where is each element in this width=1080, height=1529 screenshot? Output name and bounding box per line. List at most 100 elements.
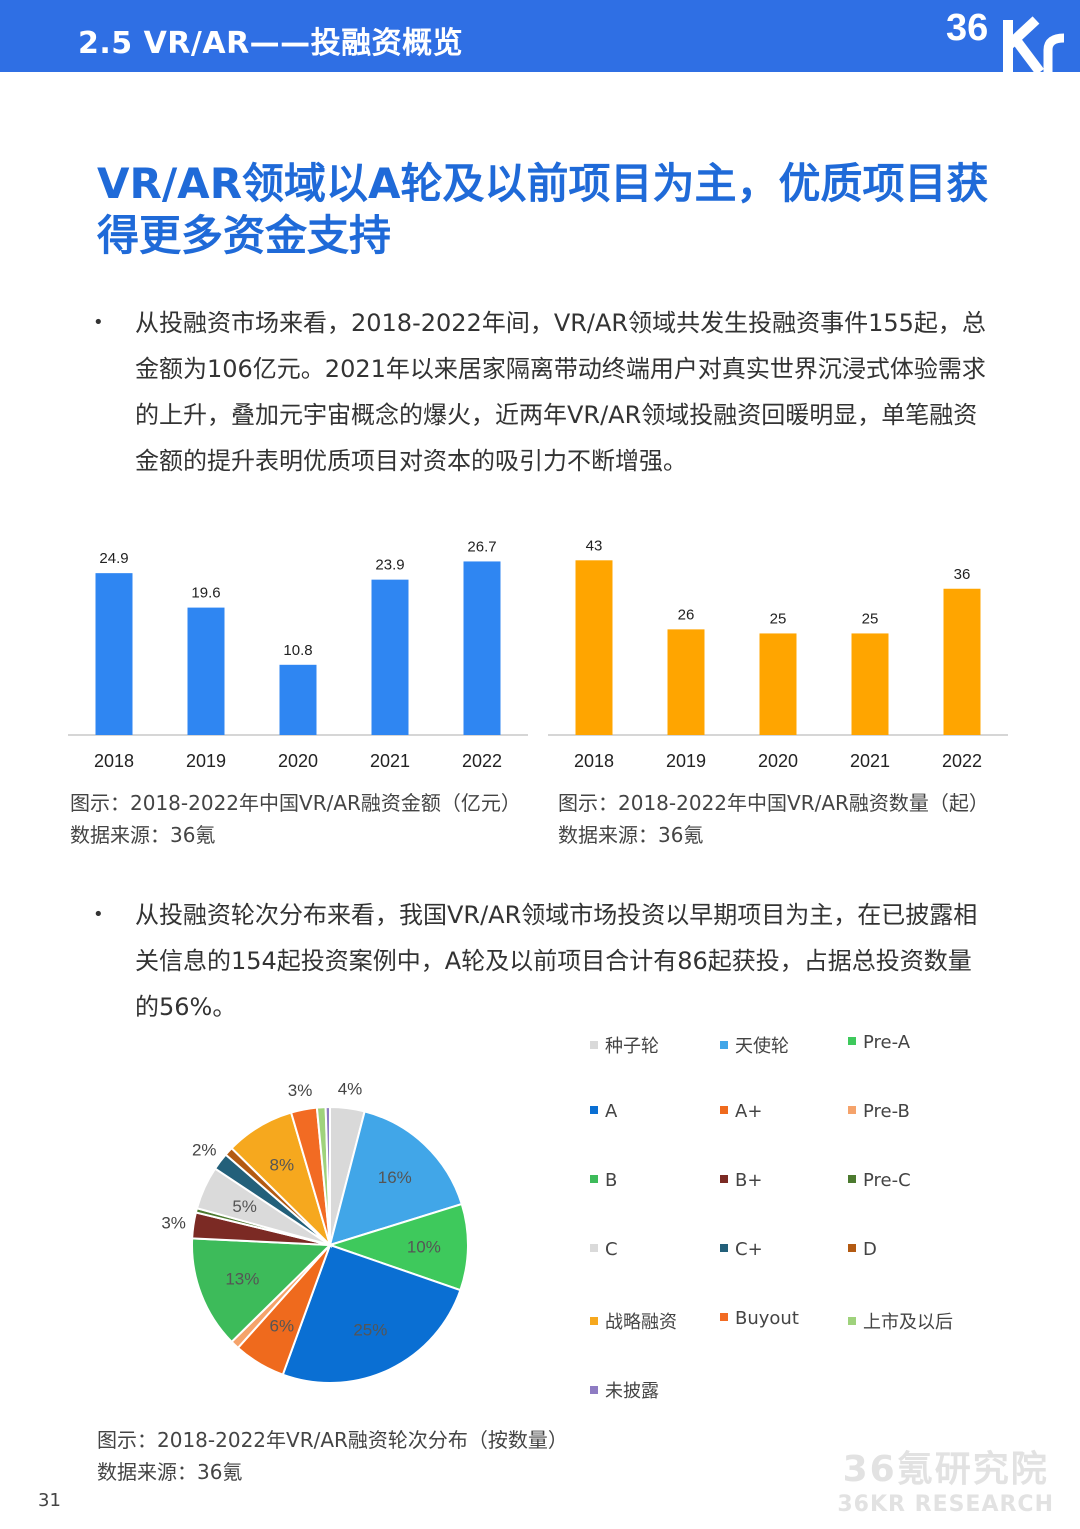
- amount-chart-caption: 图示：2018-2022年中国VR/AR融资金额（亿元） 数据来源：36氪: [70, 787, 521, 851]
- legend-label: 未披露: [605, 1381, 659, 1402]
- count-tick-label-2021: 2021: [850, 751, 890, 771]
- count-chart-title: 图示：2018-2022年中国VR/AR融资数量（起）: [558, 791, 989, 815]
- rounds-chart-caption: 图示：2018-2022年VR/AR融资轮次分布（按数量） 数据来源：36氪: [97, 1424, 568, 1488]
- legend-item-0: 种子轮: [590, 1032, 659, 1058]
- legend-item-15: 未披露: [590, 1377, 659, 1403]
- pie-label-6: 13%: [225, 1269, 259, 1288]
- count-tick-label-2019: 2019: [666, 751, 706, 771]
- amount-chart-source: 数据来源：36氪: [70, 823, 216, 847]
- pie-label-0: 4%: [338, 1079, 363, 1098]
- legend-item-12: 战略融资: [590, 1308, 677, 1334]
- bullet-text-2: 从投融资轮次分布来看，我国VR/AR领域市场投资以早期项目为主，在已披露相关信息…: [135, 901, 978, 1021]
- pie-slice-2: [326, 1202, 469, 1292]
- legend-swatch-icon: [720, 1175, 728, 1183]
- rounds-pie-chart: 4% 16% 10% 25% 6% 13% 3% 5% 2% 8% 3%: [161, 1079, 469, 1384]
- legend-swatch-icon: [848, 1244, 856, 1252]
- amount-chart-title: 图示：2018-2022年中国VR/AR融资金额（亿元）: [70, 791, 521, 815]
- bullet-dot-icon: •: [93, 904, 104, 925]
- pie-label-1: 16%: [378, 1168, 412, 1187]
- legend-label: 战略融资: [605, 1312, 677, 1333]
- legend-label: 上市及以后: [863, 1312, 953, 1333]
- watermark: 36氪研究院 36KR RESEARCH: [837, 1440, 1054, 1517]
- legend-swatch-icon: [590, 1041, 598, 1049]
- count-chart-caption: 图示：2018-2022年中国VR/AR融资数量（起） 数据来源：36氪: [558, 787, 989, 851]
- count-data-label-2020: 25: [770, 610, 787, 627]
- count-bar-2020: [759, 633, 797, 735]
- legend-swatch-icon: [848, 1106, 856, 1114]
- amount-data-label-2022: 26.7: [467, 538, 496, 555]
- legend-swatch-icon: [590, 1175, 598, 1183]
- legend-swatch-icon: [590, 1317, 598, 1325]
- amount-tick-label-2019: 2019: [186, 751, 226, 771]
- amount-tick-label-2021: 2021: [370, 751, 410, 771]
- legend-swatch-icon: [720, 1313, 728, 1321]
- legend-label: Buyout: [735, 1308, 799, 1329]
- amount-bar-2021: [371, 579, 409, 735]
- header-bar: 2.5 VR/AR——投融资概览 36: [0, 0, 1080, 72]
- legend-swatch-icon: [848, 1317, 856, 1325]
- legend-item-8: Pre-C: [848, 1170, 911, 1191]
- legend-label: C: [605, 1239, 618, 1260]
- legend-item-7: B+: [720, 1170, 762, 1191]
- legend-item-1: 天使轮: [720, 1032, 789, 1058]
- legend-label: A+: [735, 1101, 763, 1122]
- count-bar-2018: [575, 560, 613, 735]
- legend-item-10: C+: [720, 1239, 763, 1260]
- count-data-label-2018: 43: [586, 537, 603, 554]
- rounds-chart-title: 图示：2018-2022年VR/AR融资轮次分布（按数量）: [97, 1428, 568, 1452]
- amount-tick-label-2022: 2022: [462, 751, 502, 771]
- legend-swatch-icon: [590, 1106, 598, 1114]
- pie-slice-1: [328, 1110, 464, 1247]
- pie-label-4: 6%: [270, 1317, 295, 1336]
- legend-item-5: Pre-B: [848, 1101, 910, 1122]
- legend-label: Pre-C: [863, 1170, 911, 1191]
- svg-text:36: 36: [946, 7, 988, 49]
- pie-label-13: 3%: [288, 1081, 313, 1100]
- amount-tick-label-2018: 2018: [94, 751, 134, 771]
- amount-data-label-2019: 19.6: [191, 585, 220, 602]
- legend-label: B+: [735, 1170, 763, 1191]
- bullet-text-1: 从投融资市场来看，2018-2022年间，VR/AR领域共发生投融资事件155起…: [135, 309, 986, 475]
- page-headline: VR/AR领域以A轮及以前项目为主，优质项目获得更多资金支持: [97, 159, 989, 260]
- count-tick-label-2020: 2020: [758, 751, 798, 771]
- pie-label-10: 2%: [192, 1140, 217, 1159]
- watermark-line-2: 36KR RESEARCH: [837, 1492, 1054, 1517]
- legend-item-14: 上市及以后: [848, 1308, 953, 1334]
- amount-bar-2019: [187, 607, 225, 735]
- bullet-dot-icon: •: [93, 312, 104, 333]
- legend-swatch-icon: [590, 1244, 598, 1252]
- legend-item-6: B: [590, 1170, 617, 1191]
- amount-data-label-2018: 24.9: [99, 550, 128, 567]
- pie-label-2: 10%: [407, 1237, 441, 1256]
- legend-item-4: A+: [720, 1101, 762, 1122]
- count-tick-label-2018: 2018: [574, 751, 614, 771]
- legend-swatch-icon: [590, 1386, 598, 1394]
- legend-swatch-icon: [720, 1041, 728, 1049]
- amount-bar-2020: [279, 664, 317, 735]
- count-bar-chart: 43 2018 26 2019 25 2020 25 2021 36 2022: [548, 537, 1008, 771]
- 36kr-logo-icon: 36: [946, 7, 1065, 72]
- legend-item-9: C: [590, 1239, 618, 1260]
- legend-swatch-icon: [848, 1175, 856, 1183]
- amount-data-label-2021: 23.9: [375, 557, 404, 574]
- count-data-label-2022: 36: [954, 566, 971, 583]
- legend-swatch-icon: [848, 1037, 856, 1045]
- legend-label: Pre-B: [863, 1101, 910, 1122]
- count-data-label-2021: 25: [862, 610, 879, 627]
- legend-item-3: A: [590, 1101, 617, 1122]
- amount-bar-2022: [463, 561, 501, 735]
- legend-item-2: Pre-A: [848, 1032, 910, 1053]
- legend-swatch-icon: [720, 1244, 728, 1252]
- pie-label-9: 5%: [232, 1197, 257, 1216]
- pie-label-3: 25%: [353, 1321, 387, 1340]
- amount-bar-2018: [95, 573, 133, 735]
- legend-label: 种子轮: [605, 1036, 659, 1057]
- legend-label: B: [605, 1170, 618, 1191]
- legend-label: C+: [735, 1239, 763, 1260]
- count-tick-label-2022: 2022: [942, 751, 982, 771]
- watermark-line-1: 36氪研究院: [842, 1449, 1049, 1490]
- legend-swatch-icon: [720, 1106, 728, 1114]
- pie-label-7: 3%: [161, 1214, 186, 1233]
- rounds-chart-source: 数据来源：36氪: [97, 1460, 243, 1484]
- count-chart-source: 数据来源：36氪: [558, 823, 704, 847]
